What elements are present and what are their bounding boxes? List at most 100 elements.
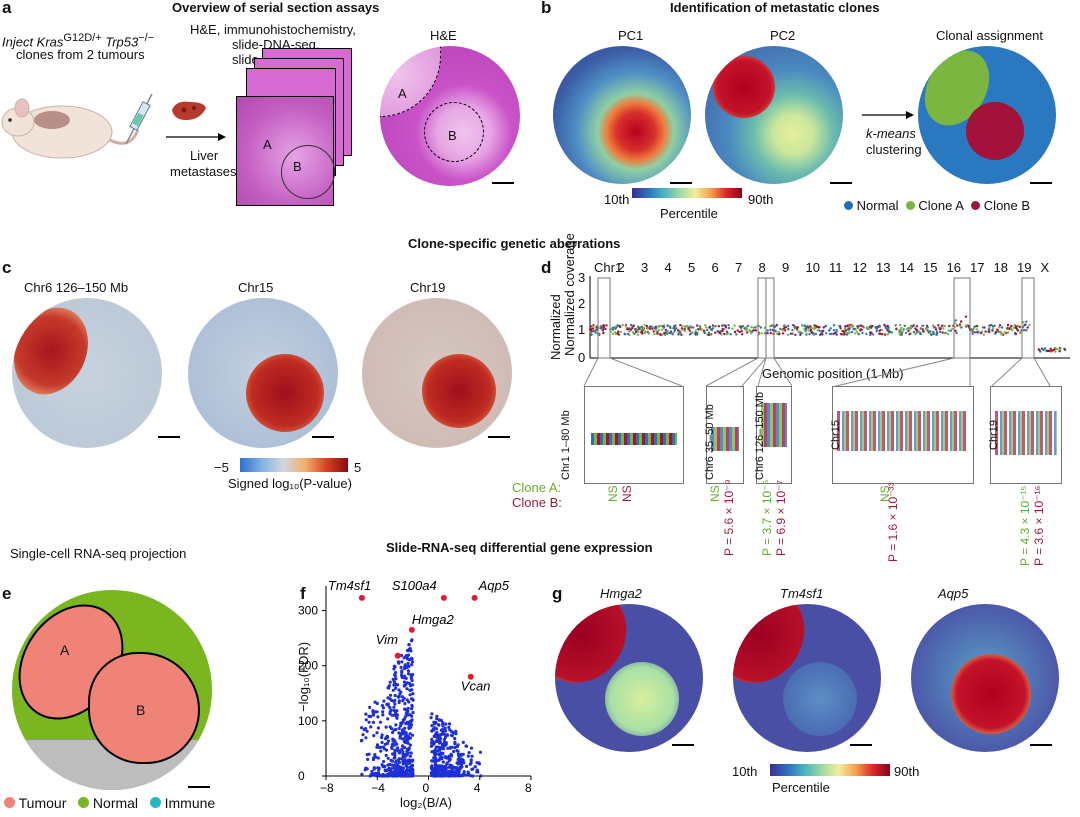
coverage-dot xyxy=(929,331,932,334)
volcano-point xyxy=(408,713,412,717)
coverage-dot xyxy=(904,331,908,335)
slide-region-b: B xyxy=(293,159,302,174)
volcano-point xyxy=(405,765,409,770)
coverage-dot xyxy=(593,329,597,332)
volcano-point xyxy=(393,693,397,698)
legend-normal-label: Normal xyxy=(856,198,899,213)
volcano-point xyxy=(397,760,402,764)
pc2-disc xyxy=(705,46,843,184)
coverage-dot xyxy=(743,327,746,330)
coverage-dot xyxy=(738,330,741,334)
coverage-dot xyxy=(912,324,915,327)
coverage-dot xyxy=(886,329,889,332)
coverage-dot xyxy=(901,330,904,333)
coverage-dot xyxy=(1025,329,1028,332)
coverage-dot xyxy=(590,333,593,336)
coverage-dot xyxy=(805,333,808,336)
chr-label-14: 14 xyxy=(899,260,914,275)
coverage-dot xyxy=(660,328,663,331)
coverage-dot xyxy=(850,330,854,334)
coverage-dot xyxy=(943,324,947,328)
coverage-dot xyxy=(633,332,636,335)
coverage-dot xyxy=(796,326,799,329)
volcano-gene-tm4sf1 xyxy=(358,594,365,601)
volcano-point xyxy=(395,746,400,750)
panel-label-b: b xyxy=(541,0,552,17)
coverage-dot xyxy=(938,328,942,331)
he-region-a-outline xyxy=(380,46,441,117)
coverage-dot xyxy=(808,332,811,336)
coverage-dot xyxy=(685,325,689,328)
f-ylabel: −log₁₀(FDR) xyxy=(296,641,311,712)
panel-b-title: Identification of metastatic clones xyxy=(670,0,880,15)
volcano-point xyxy=(389,770,393,774)
volcano-point xyxy=(403,752,408,757)
coverage-dot xyxy=(880,328,883,332)
volcano-point xyxy=(406,669,411,673)
coverage-dot xyxy=(994,330,998,334)
coverage-dot xyxy=(611,328,615,331)
coverage-dot xyxy=(781,332,785,335)
coverage-dot xyxy=(652,330,655,333)
coverage-dot-x xyxy=(1063,347,1066,351)
coverage-dot xyxy=(679,323,682,327)
volcano-label-s100a4: S100a4 xyxy=(392,578,437,593)
volcano-point xyxy=(392,763,396,767)
coverage-dot-x xyxy=(1054,350,1057,353)
clone-a-label: Clone A: xyxy=(512,480,562,495)
d-ytick-0: 0 xyxy=(578,350,586,365)
coverage-dot xyxy=(624,325,628,328)
volcano-point xyxy=(381,713,385,717)
coverage-dot xyxy=(595,328,599,331)
volcano-point xyxy=(438,733,442,737)
coverage-dot xyxy=(849,325,853,328)
coverage-dot xyxy=(869,333,872,336)
coverage-dot xyxy=(692,326,695,329)
volcano-point xyxy=(436,738,440,742)
coverage-dot xyxy=(883,323,886,327)
volcano-point xyxy=(408,743,412,747)
coverage-dot xyxy=(956,324,959,327)
inset-chr15-dots xyxy=(837,411,967,451)
coverage-dot xyxy=(979,331,983,335)
pc-cbar-high: 90th xyxy=(748,192,774,207)
coverage-dot xyxy=(887,331,891,334)
volcano-point xyxy=(390,759,394,763)
volcano-point xyxy=(389,708,393,712)
coverage-dot xyxy=(787,324,790,328)
coverage-dot xyxy=(1006,331,1010,334)
pc2-scalebar xyxy=(830,182,852,184)
inset-chr15-label: Chr15 xyxy=(830,420,842,450)
coverage-dot xyxy=(848,327,851,330)
volcano-point xyxy=(400,772,404,776)
volcano-point xyxy=(437,752,441,756)
volcano-point xyxy=(394,677,398,681)
volcano-point xyxy=(364,718,368,722)
coverage-dot xyxy=(856,327,860,330)
coverage-dot xyxy=(748,328,751,332)
g-colorbar xyxy=(770,764,890,776)
stat-chr6b-a: P = 3.7 × 10⁻⁵ xyxy=(760,479,774,556)
chr-label-11: 11 xyxy=(829,260,843,275)
coverage-dot xyxy=(680,333,683,336)
coverage-dot xyxy=(810,330,813,333)
coverage-dot xyxy=(954,319,957,322)
volcano-point xyxy=(385,741,389,746)
volcano-point xyxy=(433,748,437,752)
coverage-dot xyxy=(861,325,864,328)
he-title: H&E xyxy=(430,28,457,43)
coverage-dot-x xyxy=(1050,349,1053,352)
volcano-point xyxy=(456,774,460,778)
volcano-point xyxy=(394,671,398,675)
g-cbar-low: 10th xyxy=(732,764,758,779)
coverage-dot xyxy=(592,330,595,333)
coverage-dot xyxy=(637,325,640,328)
volcano-point xyxy=(380,763,384,767)
coverage-dot xyxy=(844,325,847,328)
d-ylabel-line1: Normalized xyxy=(548,294,563,360)
coverage-dot xyxy=(739,325,742,328)
volcano-point xyxy=(432,766,436,770)
coverage-dot xyxy=(932,332,936,335)
coverage-dot xyxy=(769,331,772,335)
volcano-point xyxy=(404,654,408,658)
